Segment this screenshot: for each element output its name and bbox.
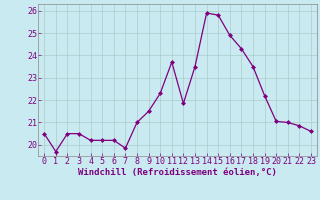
X-axis label: Windchill (Refroidissement éolien,°C): Windchill (Refroidissement éolien,°C): [78, 168, 277, 177]
